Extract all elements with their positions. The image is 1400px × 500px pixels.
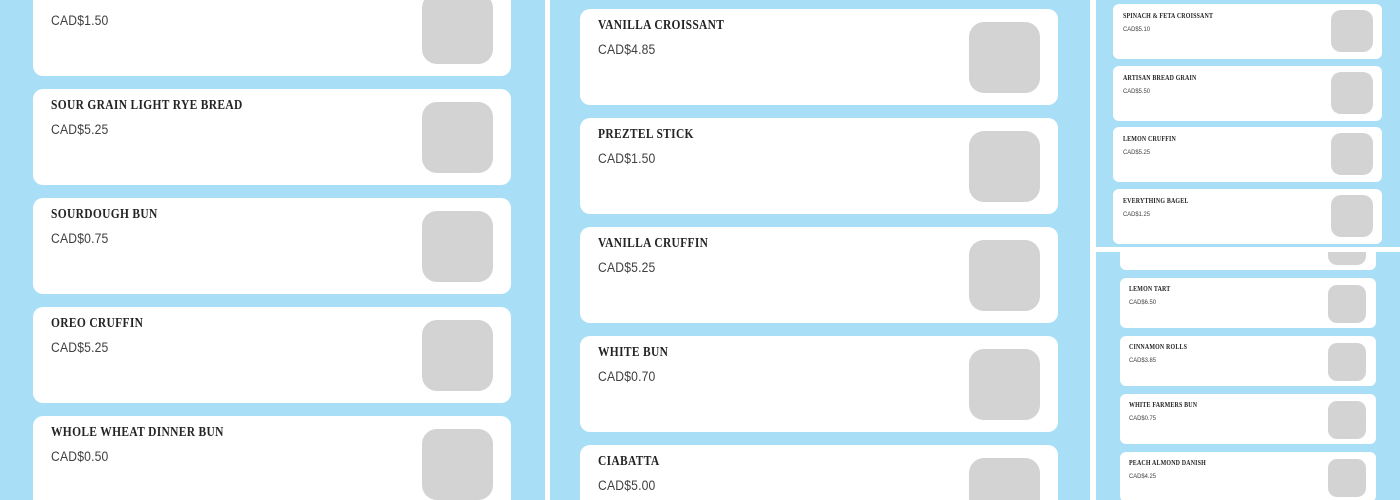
- card-stack: VANILLA CROISSANT CAD$4.85 PREZTEL STICK CA…: [580, 9, 1058, 500]
- product-image-placeholder: [1331, 194, 1373, 237]
- product-price: CAD$3.85: [1129, 357, 1156, 364]
- product-name: WHITE FARMERS BUN: [1129, 401, 1198, 409]
- product-name: SOURDOUGH BUN: [51, 207, 158, 222]
- product-image-placeholder: [422, 320, 493, 391]
- product-price: CAD$5.25: [598, 260, 656, 275]
- product-image-placeholder: [1328, 459, 1366, 497]
- product-list-panel-right-top: SPINACH & FETA CROISSANT CAD$5.10 ARTISAN …: [1096, 0, 1400, 247]
- product-card[interactable]: WHITE BUN CAD$0.70: [580, 336, 1058, 432]
- product-image-placeholder: [422, 211, 493, 282]
- product-price: CAD$5.25: [1123, 149, 1150, 156]
- product-price: CAD$4.85: [598, 42, 656, 57]
- product-card[interactable]: LEMON CRUFFIN CAD$5.25: [1113, 127, 1382, 182]
- product-card[interactable]: ARTISAN BREAD GRAIN CAD$5.50: [1113, 65, 1382, 121]
- product-card[interactable]: SOURDOUGH BUN CAD$0.75: [33, 198, 511, 294]
- product-name: PEACH ALMOND DANISH: [1129, 459, 1206, 467]
- product-name: VANILLA CROISSANT: [598, 18, 725, 33]
- product-price: CAD$5.10: [1123, 26, 1150, 33]
- product-image-placeholder: [422, 102, 493, 173]
- product-list-panel-left: CLASSIC PRETZEL CAD$1.50 SOUR GRAIN LIGHT …: [0, 0, 545, 500]
- product-image-placeholder: [969, 131, 1040, 202]
- product-image-placeholder: [1328, 252, 1366, 265]
- product-price: CAD$5.25: [51, 122, 109, 137]
- product-price: CAD$5.50: [1123, 87, 1150, 95]
- product-price: CAD$0.75: [1129, 415, 1156, 422]
- product-card[interactable]: WHOLE WHEAT DINNER BUN CAD$0.50: [33, 416, 511, 500]
- product-name: CLASSIC PRETZEL: [51, 0, 162, 5]
- product-card[interactable]: SPINACH & FETA CROISSANT CAD$5.10: [1113, 4, 1382, 59]
- product-image-placeholder: [422, 429, 493, 500]
- product-card[interactable]: [1120, 252, 1376, 270]
- product-card[interactable]: VANILLA CROISSANT CAD$4.85: [580, 9, 1058, 105]
- product-image-placeholder: [969, 240, 1040, 311]
- product-name: PREZTEL STICK: [598, 127, 694, 142]
- product-card[interactable]: LEMON TART CAD$6.50: [1120, 278, 1376, 328]
- product-name: LEMON TART: [1129, 285, 1171, 293]
- product-price: CAD$1.25: [1123, 210, 1150, 218]
- product-list-panel-middle: VANILLA CROISSANT CAD$4.85 PREZTEL STICK CA…: [550, 0, 1090, 500]
- card-stack: CLASSIC PRETZEL CAD$1.50 SOUR GRAIN LIGHT …: [33, 0, 511, 500]
- product-name: ARTISAN BREAD GRAIN: [1123, 73, 1197, 82]
- product-image-placeholder: [969, 349, 1040, 420]
- product-name: SPINACH & FETA CROISSANT: [1123, 12, 1214, 20]
- product-name: WHITE BUN: [598, 345, 669, 360]
- product-card[interactable]: VANILLA CRUFFIN CAD$5.25: [580, 227, 1058, 323]
- product-name: CINNAMON ROLLS: [1129, 343, 1188, 351]
- product-image-placeholder: [1328, 401, 1366, 439]
- product-card[interactable]: EVERYTHING BAGEL CAD$1.25: [1113, 188, 1382, 244]
- product-image-placeholder: [969, 458, 1040, 500]
- product-name: OREO CRUFFIN: [51, 316, 144, 331]
- product-name: EVERYTHING BAGEL: [1123, 196, 1189, 205]
- product-price: CAD$0.70: [598, 369, 656, 384]
- product-price: CAD$5.00: [598, 478, 656, 493]
- product-card[interactable]: WHITE FARMERS BUN CAD$0.75: [1120, 394, 1376, 444]
- product-image-placeholder: [1328, 343, 1366, 381]
- product-name: SOUR GRAIN LIGHT RYE BREAD: [51, 98, 243, 113]
- card-stack: SPINACH & FETA CROISSANT CAD$5.10 ARTISAN …: [1113, 4, 1382, 244]
- product-price: CAD$5.25: [51, 340, 109, 355]
- product-name: WHOLE WHEAT DINNER BUN: [51, 425, 224, 440]
- product-card[interactable]: CINNAMON ROLLS CAD$3.85: [1120, 336, 1376, 386]
- product-name: CIABATTA: [598, 454, 660, 469]
- product-card[interactable]: PEACH ALMOND DANISH CAD$4.25: [1120, 452, 1376, 500]
- card-stack: LEMON TART CAD$6.50 CINNAMON ROLLS CAD$3.85…: [1120, 252, 1376, 500]
- product-card[interactable]: PREZTEL STICK CAD$1.50: [580, 118, 1058, 214]
- product-list-panel-right-bottom: LEMON TART CAD$6.50 CINNAMON ROLLS CAD$3.85…: [1096, 252, 1400, 500]
- product-image-placeholder: [969, 22, 1040, 93]
- product-price: CAD$1.50: [598, 151, 656, 166]
- product-card[interactable]: SOUR GRAIN LIGHT RYE BREAD CAD$5.25: [33, 89, 511, 185]
- product-image-placeholder: [422, 0, 493, 64]
- product-card[interactable]: OREO CRUFFIN CAD$5.25: [33, 307, 511, 403]
- product-image-placeholder: [1328, 285, 1366, 323]
- product-price: CAD$1.50: [51, 13, 109, 28]
- product-image-placeholder: [1331, 10, 1373, 52]
- product-price: CAD$4.25: [1129, 473, 1156, 480]
- product-name: LEMON CRUFFIN: [1123, 135, 1176, 143]
- product-image-placeholder: [1331, 133, 1373, 175]
- product-image-placeholder: [1331, 71, 1373, 114]
- product-name: VANILLA CRUFFIN: [598, 236, 709, 251]
- product-card[interactable]: CLASSIC PRETZEL CAD$1.50: [33, 0, 511, 76]
- product-price: CAD$6.50: [1129, 299, 1156, 306]
- product-price: CAD$0.75: [51, 231, 109, 246]
- product-price: CAD$0.50: [51, 449, 109, 464]
- product-card[interactable]: CIABATTA CAD$5.00: [580, 445, 1058, 500]
